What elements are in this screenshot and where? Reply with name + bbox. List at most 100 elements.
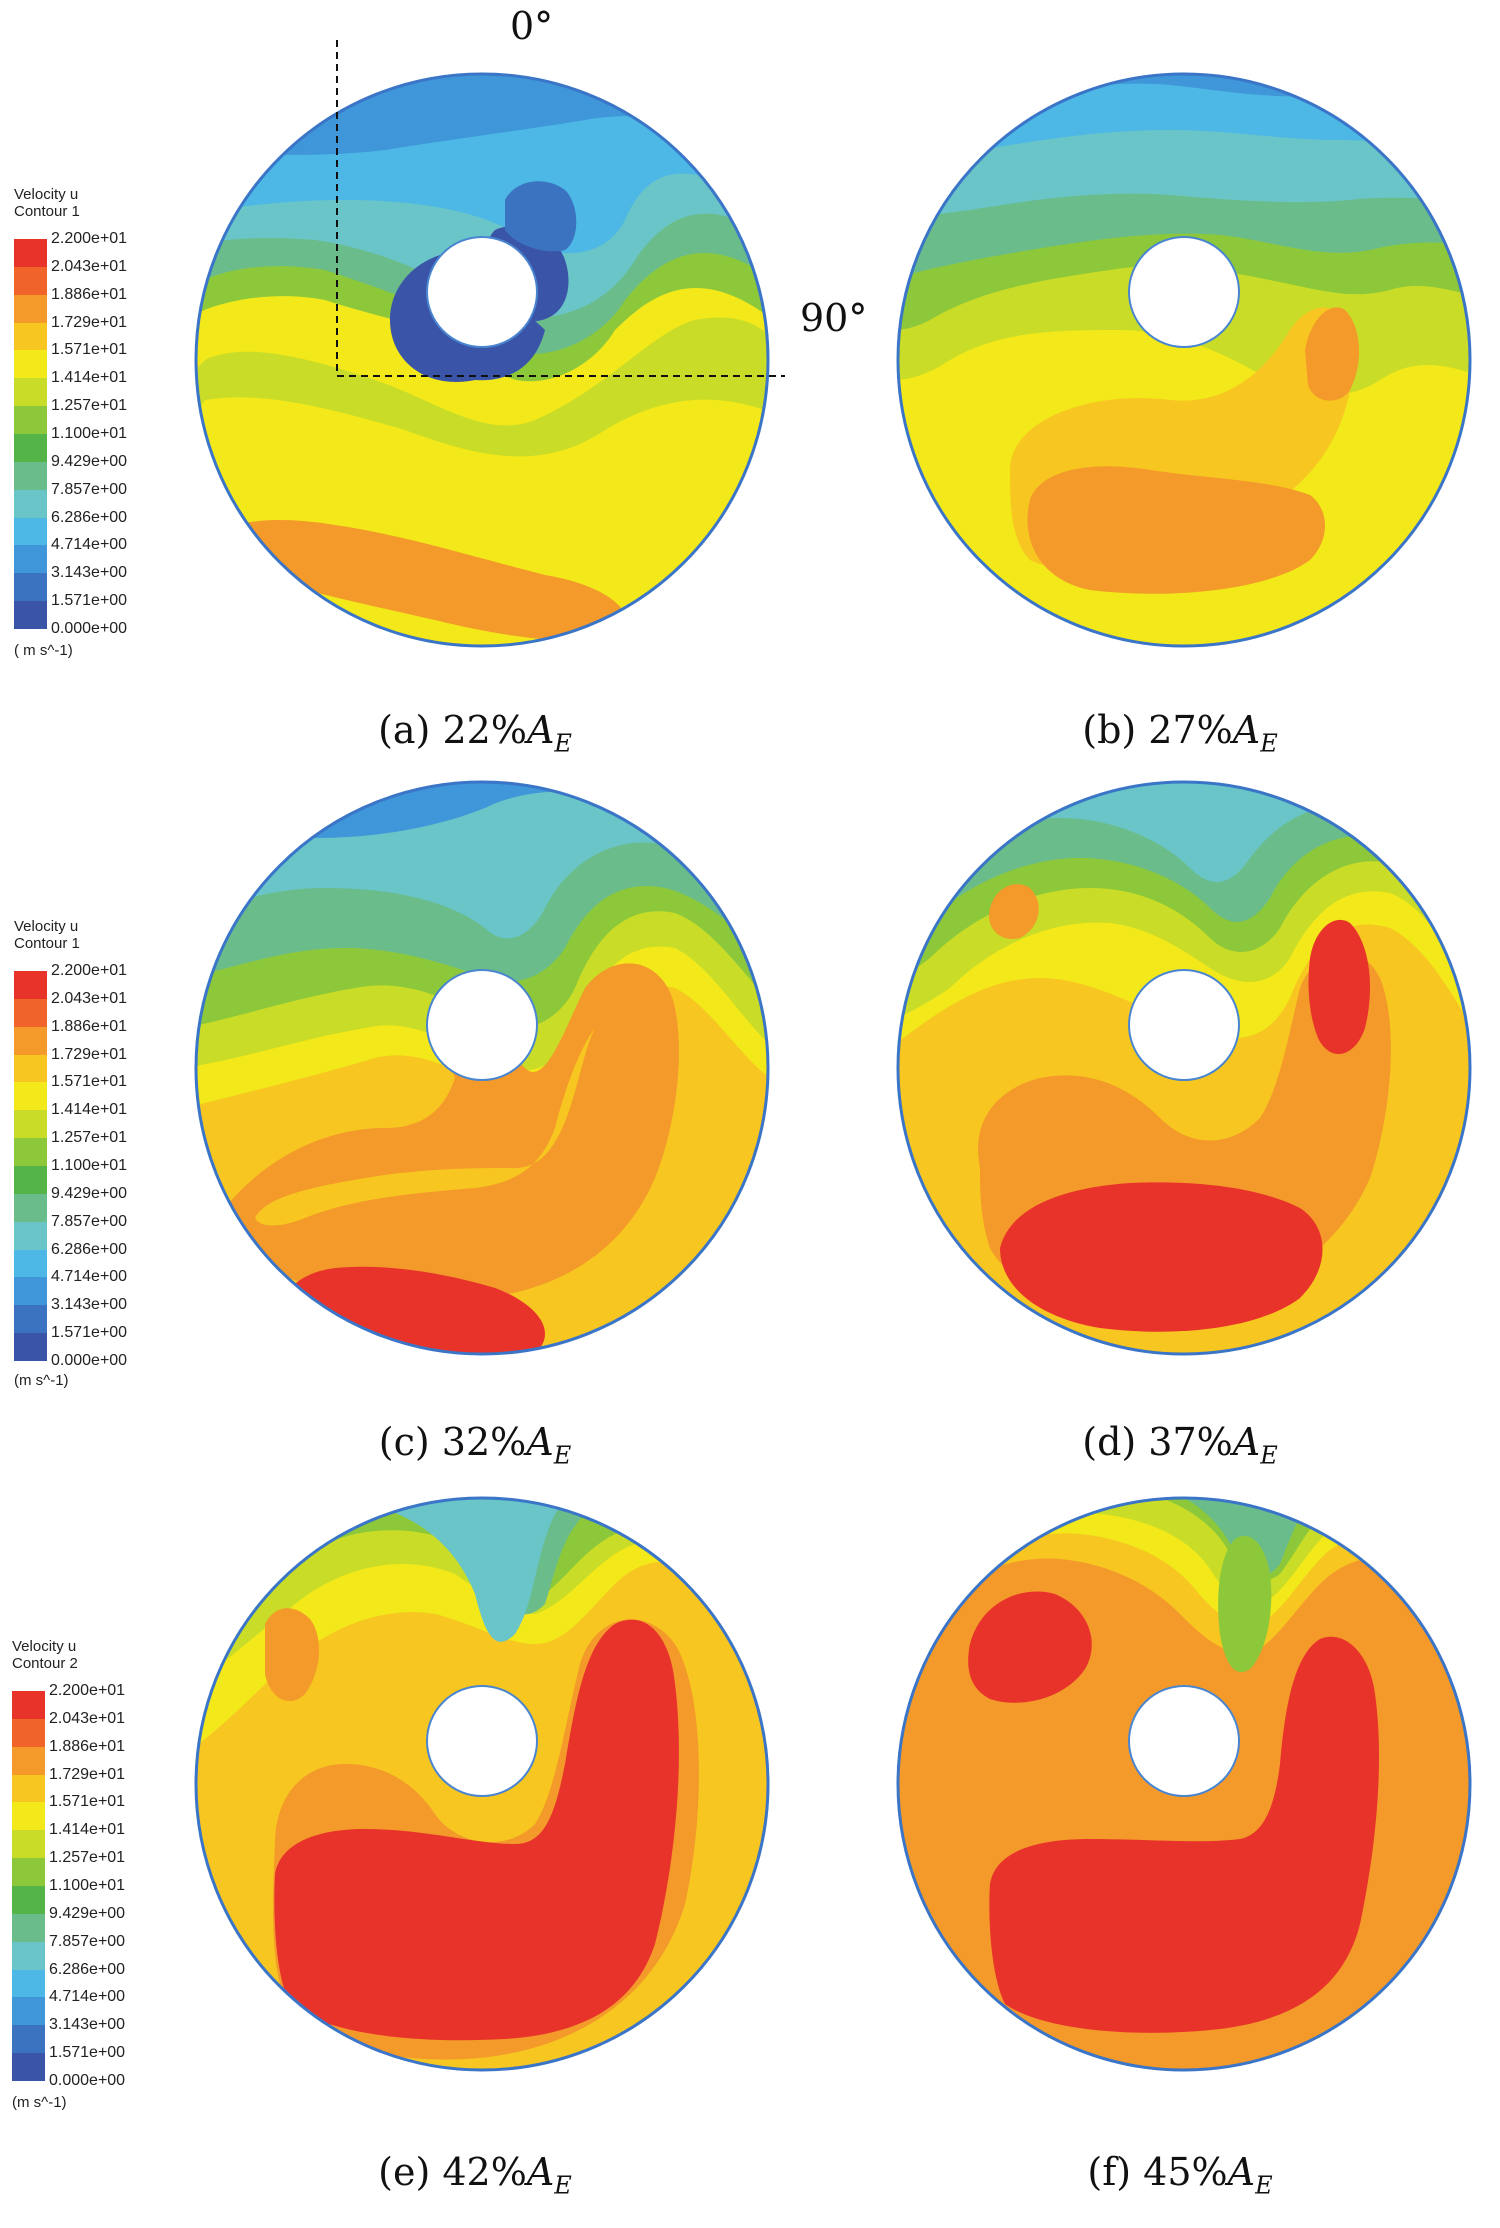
legend-tick-label: 2.200e+01 bbox=[49, 1682, 126, 1699]
legend-swatch bbox=[12, 1969, 45, 1998]
legend-tick-label: 3.143e+00 bbox=[51, 564, 128, 582]
legend-swatch bbox=[14, 601, 47, 630]
legend-title: Velocity u bbox=[12, 1638, 77, 1655]
contour-panel-a bbox=[194, 40, 785, 648]
legend-tick-label: 3.143e+00 bbox=[49, 2016, 126, 2034]
legend-swatch bbox=[12, 2025, 45, 2054]
legend-tick-label: 1.571e+01 bbox=[49, 1793, 126, 1811]
legend-tick-label: 1.886e+01 bbox=[49, 1737, 126, 1755]
legend-swatch bbox=[14, 1054, 47, 1083]
legend-tick-label: 7.857e+00 bbox=[51, 480, 128, 498]
legend-swatch bbox=[12, 1774, 45, 1803]
legend-tick-label: 0.000e+00 bbox=[51, 620, 128, 637]
legend-colorbar bbox=[14, 239, 47, 630]
legend-tick-label: 1.257e+01 bbox=[51, 1129, 128, 1147]
legend-tick-label: 1.729e+01 bbox=[49, 1765, 126, 1783]
caption-prefix: (e) 42% bbox=[378, 2150, 527, 2194]
legend-swatch bbox=[14, 998, 47, 1028]
legend-swatch bbox=[12, 1913, 45, 1943]
legend-tick-label: 1.571e+00 bbox=[51, 1324, 128, 1342]
legend-swatch bbox=[12, 1746, 45, 1776]
legend-swatch bbox=[12, 1997, 45, 2026]
caption-a: (a) 22%AE bbox=[378, 708, 572, 758]
legend-swatch bbox=[14, 1221, 47, 1251]
caption-sub: E bbox=[1260, 729, 1278, 758]
legend-tick-label: 1.100e+01 bbox=[49, 1877, 126, 1894]
legend-tick-label: 2.043e+01 bbox=[51, 257, 128, 275]
legend-unit: ( m s^-1) bbox=[14, 642, 73, 659]
legend-tick-label: 4.714e+00 bbox=[51, 536, 128, 554]
legend-title: Velocity u bbox=[14, 918, 79, 935]
legend-tick-label: 7.857e+00 bbox=[51, 1212, 128, 1230]
caption-prefix: (b) 27% bbox=[1082, 708, 1233, 752]
caption-prefix: (a) 22% bbox=[378, 708, 527, 752]
legend-colorbar bbox=[12, 1691, 45, 2082]
legend-tick-label: 6.286e+00 bbox=[49, 1960, 126, 1978]
legend-swatch bbox=[12, 1802, 45, 1831]
legend-swatch bbox=[12, 1718, 45, 1748]
legend-tick-label: 1.414e+01 bbox=[51, 369, 128, 387]
caption-b: (b) 27%AE bbox=[1082, 708, 1278, 758]
legend-swatch bbox=[14, 239, 47, 268]
legend-3: Velocity u Contour 2 2.200e+01 2.043e+01 1… bbox=[12, 1638, 162, 2118]
legend-title: Velocity u bbox=[14, 186, 79, 203]
legend-swatch bbox=[14, 517, 47, 546]
legend-swatch bbox=[12, 1858, 45, 1887]
legend-swatch bbox=[14, 971, 47, 1000]
legend-swatch bbox=[14, 1249, 47, 1278]
legend-tick-label: 1.257e+01 bbox=[49, 1849, 126, 1867]
legend-tick-label: 1.414e+01 bbox=[51, 1101, 128, 1119]
caption-var: A bbox=[526, 1420, 554, 1464]
caption-c: (c) 32%AE bbox=[379, 1420, 571, 1470]
caption-f: (f) 45%AE bbox=[1087, 2150, 1272, 2200]
legend-tick-label: 1.414e+01 bbox=[49, 1821, 126, 1839]
caption-sub: E bbox=[553, 1441, 572, 1470]
legend-swatch bbox=[14, 489, 47, 519]
angle-label-0: 0° bbox=[510, 4, 554, 48]
caption-prefix: (c) 32% bbox=[378, 1420, 527, 1464]
legend-swatch bbox=[14, 573, 47, 602]
legend-tick-label: 9.429e+00 bbox=[49, 1904, 126, 1922]
legend-swatch bbox=[12, 1886, 45, 1915]
legend-tick-label: 9.429e+00 bbox=[51, 1184, 128, 1202]
legend-swatch bbox=[14, 1166, 47, 1195]
legend-ticks: 2.200e+01 2.043e+01 1.886e+01 1.729e+01 1.57… bbox=[14, 230, 164, 637]
legend-ticks: 2.200e+01 2.043e+01 1.886e+01 1.729e+01 1.57… bbox=[14, 962, 164, 1369]
legend-tick-label: 1.571e+00 bbox=[51, 592, 128, 610]
legend-tick-label: 1.729e+01 bbox=[51, 1045, 128, 1063]
legend-swatch bbox=[14, 294, 47, 324]
legend-tick-label: 1.571e+01 bbox=[51, 1073, 128, 1091]
legend-subtitle: Contour 1 bbox=[14, 203, 80, 220]
legend-swatch bbox=[12, 1941, 45, 1971]
legend-swatch bbox=[14, 545, 47, 574]
legend-swatch bbox=[14, 406, 47, 435]
caption-sub: E bbox=[554, 729, 572, 758]
legend-tick-label: 4.714e+00 bbox=[51, 1268, 128, 1286]
legend-tick-label: 2.043e+01 bbox=[49, 1709, 126, 1727]
caption-var: A bbox=[1232, 1420, 1261, 1464]
legend-ticks: 2.200e+01 2.043e+01 1.886e+01 1.729e+01 1.57… bbox=[12, 1682, 162, 2089]
legend-swatch bbox=[12, 2053, 45, 2082]
legend-tick-label: 1.571e+00 bbox=[49, 2044, 126, 2062]
legend-subtitle: Contour 2 bbox=[12, 1655, 78, 1672]
contour-panel-d bbox=[896, 780, 1472, 1356]
legend-tick-label: 0.000e+00 bbox=[51, 1352, 128, 1369]
legend-swatch bbox=[14, 1138, 47, 1167]
legend-tick-label: 2.043e+01 bbox=[51, 989, 128, 1007]
legend-colorbar bbox=[14, 971, 47, 1362]
legend-tick-label: 9.429e+00 bbox=[51, 452, 128, 470]
caption-sub: E bbox=[1260, 1441, 1278, 1470]
legend-swatch bbox=[12, 1830, 45, 1859]
legend-tick-label: 1.100e+01 bbox=[51, 425, 128, 442]
caption-prefix: (d) 37% bbox=[1082, 1420, 1233, 1464]
legend-unit: (m s^-1) bbox=[12, 2094, 67, 2111]
caption-prefix: (f) 45% bbox=[1087, 2150, 1228, 2194]
caption-sub: E bbox=[554, 2171, 572, 2200]
legend-swatch bbox=[12, 1691, 45, 1720]
legend-swatch bbox=[14, 461, 47, 491]
contour-panel-f bbox=[896, 1496, 1472, 2072]
caption-e: (e) 42%AE bbox=[378, 2150, 572, 2200]
legend-swatch bbox=[14, 1305, 47, 1334]
legend-tick-label: 6.286e+00 bbox=[51, 508, 128, 526]
legend-tick-label: 7.857e+00 bbox=[49, 1932, 126, 1950]
